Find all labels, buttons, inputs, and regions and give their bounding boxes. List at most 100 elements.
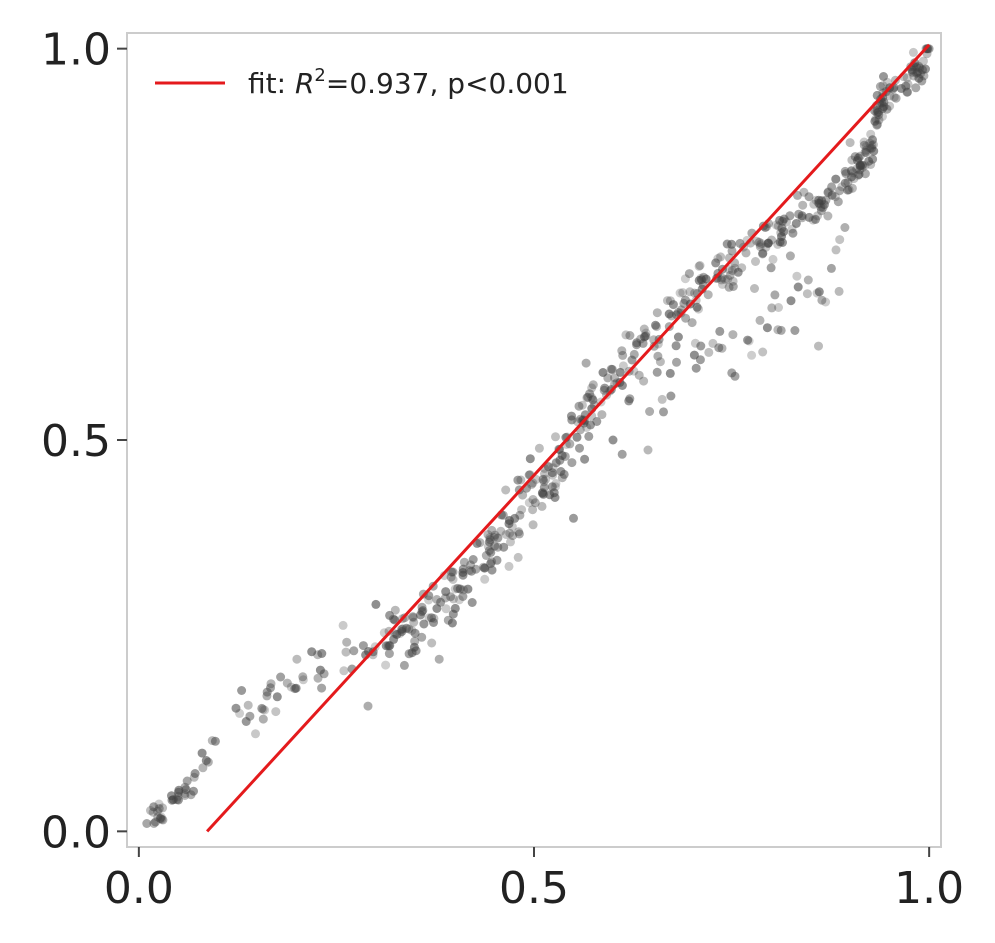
scatter-point xyxy=(158,803,168,813)
scatter-point xyxy=(826,263,836,273)
scatter-point xyxy=(814,341,823,351)
scatter-point xyxy=(468,555,478,564)
scatter-point xyxy=(363,701,373,711)
scatter-point xyxy=(448,567,458,577)
scatter-point xyxy=(466,560,476,570)
scatter-point xyxy=(583,392,593,402)
scatter-point xyxy=(399,660,409,670)
scatter-point xyxy=(407,648,417,658)
scatter-point xyxy=(834,286,844,296)
scatter-point xyxy=(543,462,553,472)
scatter-point xyxy=(475,538,485,548)
scatter-point xyxy=(651,320,660,330)
scatter-point xyxy=(860,147,870,157)
scatter-point xyxy=(440,593,450,603)
scatter-point xyxy=(697,275,706,285)
scatter-point xyxy=(766,263,776,273)
scatter-point xyxy=(767,303,777,313)
scatter-point xyxy=(317,649,327,658)
scatter-point xyxy=(708,338,718,348)
scatter-point xyxy=(902,87,912,97)
scatter-point xyxy=(859,137,869,147)
scatter-point xyxy=(727,239,737,249)
scatter-point xyxy=(639,324,649,334)
scatter-point xyxy=(262,687,272,697)
scatter-point xyxy=(817,295,827,305)
scatter-point xyxy=(541,474,551,484)
scatter-point xyxy=(885,91,895,101)
scatter-point xyxy=(243,700,253,710)
scatter-point xyxy=(770,290,780,300)
scatter-point xyxy=(245,711,255,721)
scatter-point xyxy=(716,252,726,262)
scatter-point xyxy=(480,574,490,584)
scatter-point xyxy=(665,368,675,378)
scatter-point xyxy=(903,79,913,89)
scatter-point xyxy=(517,505,527,515)
scatter-point xyxy=(728,330,738,340)
scatter-point xyxy=(716,275,726,285)
scatter-point xyxy=(680,295,690,305)
legend-label-exponent: 2 xyxy=(314,65,325,86)
scatter-point xyxy=(837,182,847,192)
scatter-point xyxy=(804,212,814,222)
scatter-point xyxy=(597,410,607,420)
scatter-point xyxy=(272,692,282,702)
scatter-point xyxy=(814,287,824,297)
scatter-point xyxy=(454,595,464,605)
scatter-point xyxy=(419,619,429,629)
scatter-point xyxy=(417,632,427,642)
scatter-point xyxy=(582,393,592,403)
scatter-point xyxy=(690,338,700,348)
scatter-point xyxy=(793,190,802,200)
scatter-point xyxy=(643,445,653,455)
scatter-point xyxy=(666,391,676,401)
scatter-point xyxy=(791,219,801,228)
scatter-point xyxy=(743,335,753,345)
scatter-point xyxy=(149,819,159,828)
scatter-point xyxy=(752,236,762,246)
scatter-point xyxy=(687,318,697,328)
scatter-point xyxy=(580,454,590,464)
scatter-point xyxy=(235,708,245,718)
scatter-point xyxy=(575,443,584,453)
scatter-point xyxy=(404,649,414,659)
scatter-point xyxy=(467,598,477,607)
scatter-point xyxy=(154,804,164,814)
scatter-point xyxy=(515,510,525,520)
scatter-point xyxy=(835,186,845,196)
scatter-point xyxy=(258,704,268,714)
scatter-point xyxy=(727,246,737,256)
fit-line xyxy=(206,43,931,833)
scatter-point xyxy=(704,347,714,357)
scatter-point xyxy=(785,211,795,221)
scatter-point xyxy=(257,703,267,713)
scatter-point xyxy=(774,303,783,312)
scatter-point xyxy=(409,617,419,627)
scatter-point xyxy=(715,326,725,336)
scatter-point xyxy=(203,757,213,767)
scatter-point xyxy=(750,284,759,293)
scatter-point xyxy=(505,528,515,538)
scatter-point xyxy=(513,552,523,562)
scatter-point xyxy=(918,56,928,66)
legend-label-prefix: fit: xyxy=(248,67,295,100)
scatter-point xyxy=(385,610,395,620)
scatter-point xyxy=(317,683,327,693)
scatter-point xyxy=(551,432,560,442)
scatter-point xyxy=(679,298,689,308)
scatter-point xyxy=(260,705,270,715)
scatter-point xyxy=(645,407,655,416)
scatter-point xyxy=(831,245,841,255)
scatter-point xyxy=(857,160,867,170)
scatter-point xyxy=(618,350,628,360)
scatter-point xyxy=(490,530,500,540)
scatter-point xyxy=(189,786,198,796)
scatter-point xyxy=(758,347,768,357)
scatter-point xyxy=(821,297,831,307)
scatter-point xyxy=(342,637,352,647)
scatter-point xyxy=(717,343,727,353)
scatter-point xyxy=(757,239,766,248)
scatter-point xyxy=(711,258,721,268)
scatter-point xyxy=(790,326,800,335)
